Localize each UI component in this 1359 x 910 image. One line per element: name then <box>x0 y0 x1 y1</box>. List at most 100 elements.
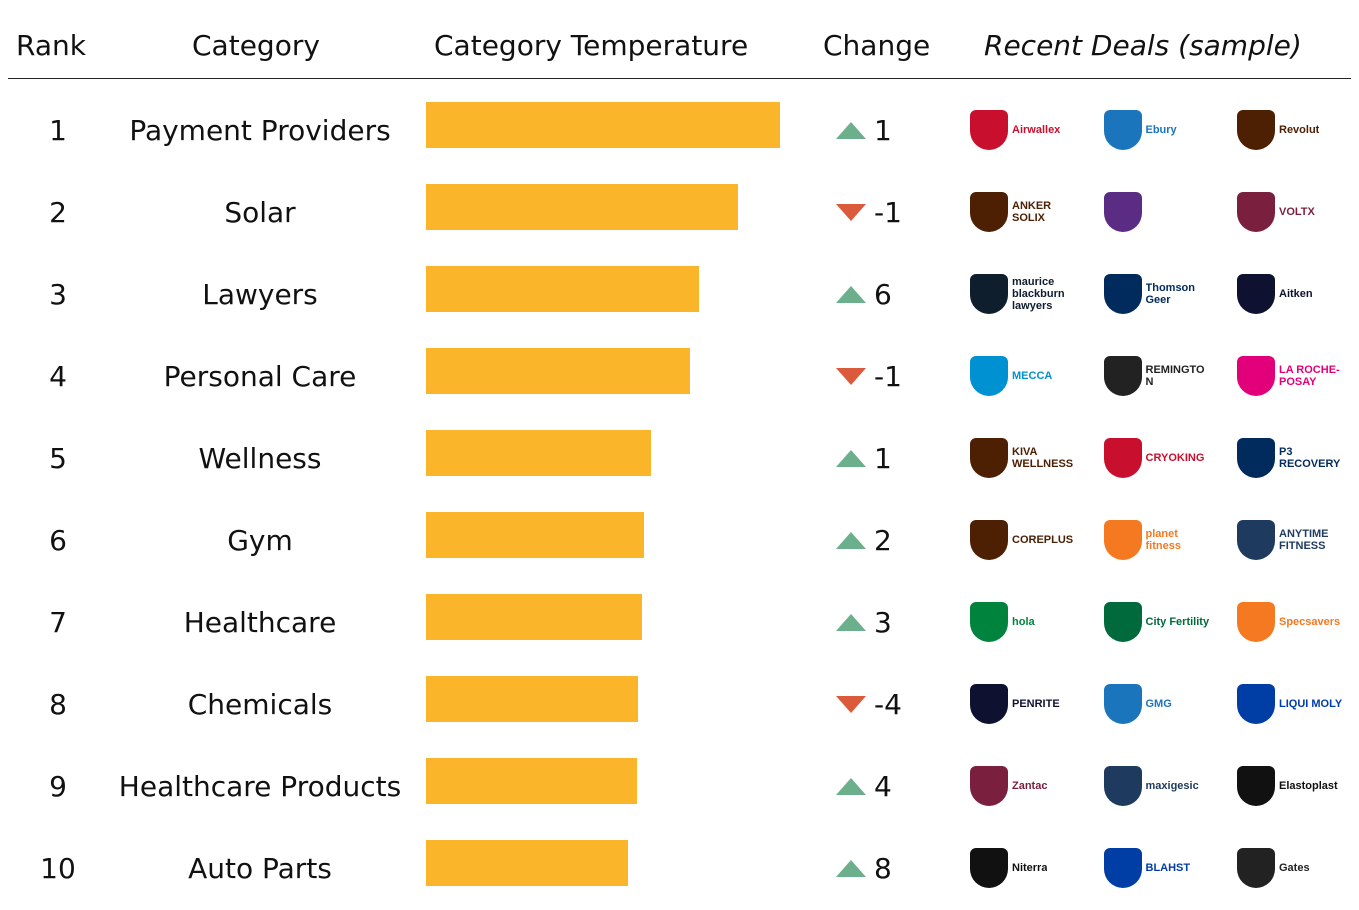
brand-logo: Aitken <box>1279 288 1313 300</box>
category-label: Gym <box>227 523 293 557</box>
category-header: Category <box>192 29 320 62</box>
change-value: 1 <box>874 441 892 475</box>
brand-logo: Elastoplast <box>1279 780 1338 792</box>
triangle-up-icon <box>836 285 866 303</box>
brt-logo <box>1237 684 1275 724</box>
sixers-logo <box>1237 356 1275 396</box>
deal-logo-pair: City Fertility <box>1103 596 1212 648</box>
category-label: Wellness <box>198 441 322 475</box>
recent-deals: Zantac maxigesic Elastoplast <box>970 745 1345 827</box>
melbourne-logo <box>970 684 1008 724</box>
deal-logo-pair: CRYOKING <box>1103 432 1212 484</box>
change-cell: 2 <box>836 499 956 581</box>
deal-logo-pair: Airwallex <box>970 104 1078 156</box>
category-label: Chemicals <box>187 687 333 721</box>
change-cell: 6 <box>836 253 956 335</box>
deal-logo-pair: KIVA WELLNESS <box>970 432 1078 484</box>
deal-logo-pair: COREPLUS <box>970 514 1078 566</box>
temperature-bar <box>426 102 780 148</box>
change-cell: 1 <box>836 89 956 171</box>
deal-logo-pair: P3 RECOVERY <box>1237 432 1345 484</box>
table-row: 1 Payment Providers 1 Airwallex Ebury Revolut <box>0 89 1359 171</box>
triangle-up-icon <box>836 859 866 877</box>
crows-logo <box>1103 274 1142 314</box>
deal-logo-pair: Gates <box>1237 842 1345 894</box>
rank-value: 3 <box>49 277 67 311</box>
rank-header: Rank <box>16 29 86 62</box>
table-row: 9 Healthcare Products 4 Zantac maxigesic Elas… <box>0 745 1359 827</box>
recent-deals: Airwallex Ebury Revolut <box>970 89 1345 171</box>
brand-logo: Airwallex <box>1012 124 1061 136</box>
change-value: 2 <box>874 523 892 557</box>
change-value: 3 <box>874 605 892 639</box>
brand-logo: BLAHST <box>1145 862 1191 874</box>
category-label: Healthcare Products <box>118 769 402 803</box>
temperature-bar <box>426 840 628 886</box>
warriors-logo <box>1237 520 1275 560</box>
hawks-logo <box>970 438 1008 478</box>
brand-logo: P3 RECOVERY <box>1279 446 1341 470</box>
triangle-up-icon <box>836 777 866 795</box>
change-cell: 1 <box>836 417 956 499</box>
rank-value: 7 <box>49 605 67 639</box>
deal-logo-pair: GMG <box>1103 678 1212 730</box>
rabbitohs-logo <box>1103 602 1142 642</box>
category-label: Healthcare <box>183 605 337 639</box>
temperature-bar <box>426 594 642 640</box>
rank-value: 6 <box>49 523 67 557</box>
brand-logo: maurice blackburn lawyers <box>1012 276 1065 312</box>
deal-logo-pair: Revolut <box>1237 104 1345 156</box>
temperature-bar <box>426 512 644 558</box>
change-value: 1 <box>874 113 892 147</box>
deal-logo-pair: LA ROCHE-POSAY <box>1237 350 1345 402</box>
brand-logo: CRYOKING <box>1145 452 1205 464</box>
ao-logo <box>970 356 1008 396</box>
table-row: 3 Lawyers 6 maurice blackburn lawyers Thomso… <box>0 253 1359 335</box>
collingwood-logo <box>970 848 1008 888</box>
deal-logo-pair: REMINGTON <box>1103 350 1212 402</box>
table-row: 4 Personal Care -1 MECCA REMINGTON LA ROCHE-P… <box>0 335 1359 417</box>
deal-logo-pair: Specsavers <box>1237 596 1345 648</box>
table-row: 8 Chemicals -4 PENRITE GMG LIQUI MOLY <box>0 663 1359 745</box>
hawks-logo <box>970 192 1008 232</box>
change-header: Change <box>823 29 931 62</box>
recent-deals: PENRITE GMG LIQUI MOLY <box>970 663 1345 745</box>
brand-logo: City Fertility <box>1145 616 1210 628</box>
rank-value: 4 <box>49 359 67 393</box>
cricket-australia-logo <box>970 602 1008 642</box>
change-cell: -1 <box>836 335 956 417</box>
change-cell: -4 <box>836 663 956 745</box>
brand-logo: maxigesic <box>1145 780 1199 792</box>
table-row: 5 Wellness 1 KIVA WELLNESS CRYOKING P3 RECOVE… <box>0 417 1359 499</box>
category-label: Lawyers <box>202 277 318 311</box>
brand-logo: Thomson Geer <box>1145 282 1196 306</box>
triangle-up-icon <box>836 121 866 139</box>
rank-value: 9 <box>49 769 67 803</box>
change-value: -1 <box>874 195 902 229</box>
richmond-logo <box>1237 766 1275 806</box>
deal-logo-pair: BLAHST <box>1103 842 1212 894</box>
deal-logo-pair: maurice blackburn lawyers <box>970 268 1078 320</box>
category-label: Personal Care <box>163 359 357 393</box>
category-label: Auto Parts <box>188 851 332 885</box>
category-label: Solar <box>224 195 296 229</box>
temperature-bar <box>426 184 738 230</box>
deal-logo-pair: Aitken <box>1237 268 1345 320</box>
hawks-logo <box>1237 110 1275 150</box>
temperature-header: Category Temperature <box>434 29 749 62</box>
recent-deals: maurice blackburn lawyers Thomson Geer Ait… <box>970 253 1345 335</box>
brand-logo: Niterra <box>1012 862 1048 874</box>
change-value: -1 <box>874 359 902 393</box>
rank-value: 5 <box>49 441 67 475</box>
triangle-up-icon <box>836 613 866 631</box>
triangle-down-icon <box>836 367 866 385</box>
table-row: 2 Solar -1 ANKER SOLIX VOLTX <box>0 171 1359 253</box>
warriors-logo <box>1103 766 1142 806</box>
deal-logo-pair: Niterra <box>970 842 1078 894</box>
essendon-logo <box>970 110 1008 150</box>
brand-logo: VOLTX <box>1279 206 1315 218</box>
deal-logo-pair: hola <box>970 596 1078 648</box>
temperature-bar <box>426 348 690 394</box>
change-cell: 4 <box>836 745 956 827</box>
wallabies-logo <box>1103 356 1142 396</box>
